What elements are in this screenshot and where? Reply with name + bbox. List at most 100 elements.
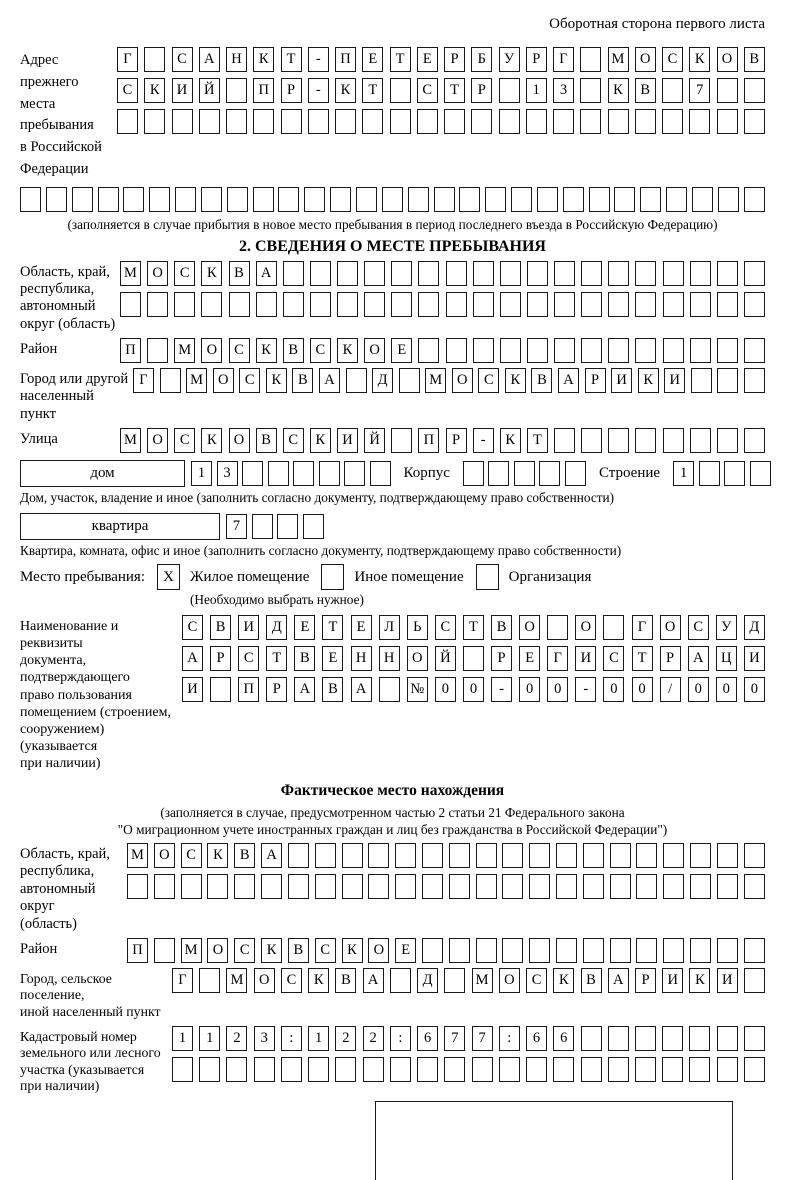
char-cell[interactable] bbox=[337, 291, 358, 317]
char-cell[interactable] bbox=[511, 186, 533, 212]
char-cell[interactable]: Е bbox=[350, 615, 372, 641]
char-cell[interactable]: К bbox=[308, 967, 330, 993]
char-cell[interactable] bbox=[614, 186, 636, 212]
char-cell[interactable]: К bbox=[207, 842, 229, 868]
char-cell[interactable]: П bbox=[120, 338, 141, 364]
char-cell[interactable] bbox=[407, 186, 429, 212]
char-cell[interactable]: 7 bbox=[226, 514, 247, 540]
char-cell[interactable]: Т bbox=[280, 47, 302, 72]
char-cell[interactable]: В bbox=[255, 428, 277, 454]
char-cell[interactable]: А bbox=[607, 967, 629, 993]
char-cell[interactable] bbox=[607, 109, 629, 134]
char-cell[interactable] bbox=[662, 291, 684, 317]
char-cell[interactable] bbox=[690, 873, 712, 899]
char-cell[interactable]: 6 bbox=[526, 1025, 548, 1051]
char-cell[interactable] bbox=[45, 186, 67, 212]
char-cell[interactable] bbox=[398, 368, 420, 394]
char-cell[interactable] bbox=[582, 842, 604, 868]
char-cell[interactable]: К bbox=[607, 78, 629, 103]
char-cell[interactable]: К bbox=[335, 78, 356, 103]
char-cell[interactable]: 7 bbox=[444, 1025, 466, 1051]
char-cell[interactable]: И bbox=[662, 967, 684, 993]
char-cell[interactable]: О bbox=[406, 646, 428, 672]
char-cell[interactable]: 1 bbox=[525, 78, 547, 103]
char-cell[interactable]: Е bbox=[395, 937, 417, 963]
char-cell[interactable] bbox=[662, 338, 684, 364]
char-cell[interactable] bbox=[743, 873, 765, 899]
char-cell[interactable] bbox=[556, 937, 577, 963]
char-cell[interactable]: С bbox=[434, 615, 456, 641]
char-cell[interactable]: В bbox=[294, 646, 316, 672]
char-cell[interactable] bbox=[475, 842, 497, 868]
char-cell[interactable] bbox=[462, 646, 484, 672]
char-cell[interactable]: Т bbox=[322, 615, 344, 641]
char-cell[interactable]: 2 bbox=[335, 1025, 357, 1051]
char-cell[interactable] bbox=[635, 338, 657, 364]
char-cell[interactable] bbox=[690, 368, 712, 394]
char-cell[interactable]: И bbox=[337, 428, 358, 454]
char-cell[interactable] bbox=[607, 1025, 629, 1051]
char-cell[interactable] bbox=[529, 937, 551, 963]
char-cell[interactable] bbox=[581, 338, 603, 364]
char-cell[interactable]: О bbox=[228, 428, 250, 454]
char-cell[interactable]: О bbox=[201, 338, 223, 364]
char-cell[interactable] bbox=[280, 109, 302, 134]
char-cell[interactable]: И bbox=[171, 78, 193, 103]
char-cell[interactable] bbox=[663, 842, 685, 868]
char-cell[interactable] bbox=[318, 461, 340, 487]
char-cell[interactable] bbox=[242, 461, 263, 487]
char-cell[interactable]: А bbox=[255, 260, 277, 286]
char-cell[interactable] bbox=[716, 842, 738, 868]
char-cell[interactable] bbox=[529, 873, 551, 899]
char-cell[interactable] bbox=[444, 1056, 466, 1082]
char-cell[interactable]: В bbox=[531, 368, 553, 394]
char-cell[interactable] bbox=[743, 1056, 765, 1082]
char-cell[interactable]: И bbox=[716, 967, 738, 993]
char-cell[interactable]: К bbox=[255, 338, 277, 364]
char-cell[interactable]: 7 bbox=[689, 78, 711, 103]
char-cell[interactable]: Д bbox=[417, 967, 439, 993]
char-cell[interactable]: К bbox=[253, 47, 275, 72]
char-cell[interactable] bbox=[716, 1025, 738, 1051]
char-cell[interactable] bbox=[226, 78, 247, 103]
char-cell[interactable] bbox=[556, 842, 577, 868]
char-cell[interactable] bbox=[175, 186, 197, 212]
char-cell[interactable] bbox=[526, 338, 548, 364]
char-cell[interactable] bbox=[716, 260, 738, 286]
char-cell[interactable] bbox=[608, 428, 630, 454]
char-cell[interactable] bbox=[341, 873, 363, 899]
char-cell[interactable]: С bbox=[174, 428, 196, 454]
char-cell[interactable]: П bbox=[127, 937, 148, 963]
char-cell[interactable] bbox=[144, 109, 166, 134]
char-cell[interactable]: С bbox=[234, 937, 256, 963]
char-cell[interactable] bbox=[210, 677, 232, 703]
char-cell[interactable] bbox=[117, 109, 138, 134]
char-cell[interactable]: В bbox=[335, 967, 357, 993]
char-cell[interactable] bbox=[362, 109, 384, 134]
char-cell[interactable]: О bbox=[212, 368, 234, 394]
char-cell[interactable]: С bbox=[182, 615, 203, 641]
char-cell[interactable]: 0 bbox=[687, 677, 709, 703]
char-cell[interactable] bbox=[253, 109, 275, 134]
char-cell[interactable]: К bbox=[144, 78, 166, 103]
char-cell[interactable] bbox=[355, 186, 377, 212]
char-cell[interactable] bbox=[502, 873, 524, 899]
char-cell[interactable] bbox=[743, 338, 765, 364]
char-cell[interactable]: М bbox=[127, 842, 148, 868]
char-cell[interactable] bbox=[71, 186, 93, 212]
char-cell[interactable]: К bbox=[261, 937, 283, 963]
char-cell[interactable]: 0 bbox=[631, 677, 653, 703]
char-cell[interactable] bbox=[662, 1025, 684, 1051]
char-cell[interactable] bbox=[743, 186, 765, 212]
char-cell[interactable] bbox=[666, 186, 688, 212]
char-cell[interactable]: Т bbox=[362, 78, 384, 103]
char-cell[interactable] bbox=[553, 109, 574, 134]
char-cell[interactable]: И bbox=[611, 368, 633, 394]
char-cell[interactable]: Р bbox=[584, 368, 606, 394]
char-cell[interactable] bbox=[743, 291, 765, 317]
char-cell[interactable]: - bbox=[307, 47, 329, 72]
char-cell[interactable]: Н bbox=[350, 646, 372, 672]
char-cell[interactable] bbox=[153, 873, 175, 899]
char-cell[interactable] bbox=[554, 291, 575, 317]
char-cell[interactable] bbox=[418, 260, 440, 286]
